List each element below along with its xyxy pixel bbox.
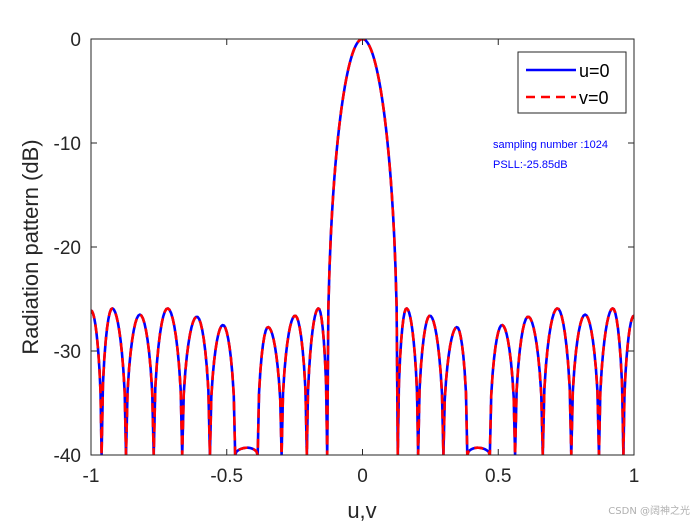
x-tick-label: -0.5	[210, 466, 243, 487]
psll-annotation: PSLL:-25.85dB	[493, 159, 568, 171]
y-axis-ticks: 0 -10 -20 -30 -40	[54, 30, 634, 467]
x-axis-label: u,v	[347, 498, 376, 523]
y-tick-label: -30	[54, 342, 81, 363]
x-axis-ticks: -1 -0.5 0 0.5 1	[83, 39, 640, 487]
y-tick-label: -10	[54, 134, 81, 155]
x-tick-label: 0	[357, 466, 368, 487]
watermark: CSDN @阔神之光	[608, 506, 690, 517]
x-tick-label: 0.5	[485, 466, 511, 487]
y-tick-label: 0	[70, 30, 81, 51]
legend-label-v0: v=0	[579, 88, 609, 108]
y-tick-label: -20	[54, 238, 81, 259]
legend-label-u0: u=0	[579, 61, 610, 81]
legend: u=0 v=0	[517, 51, 627, 114]
y-tick-label: -40	[54, 446, 81, 467]
sampling-number-annotation: sampling number :1024	[493, 139, 608, 151]
y-axis-label: Radiation pattern (dB)	[18, 139, 43, 354]
x-tick-label: 1	[629, 466, 640, 487]
x-tick-label: -1	[83, 466, 100, 487]
series-v0-line	[91, 39, 634, 455]
legend-box	[517, 51, 627, 114]
